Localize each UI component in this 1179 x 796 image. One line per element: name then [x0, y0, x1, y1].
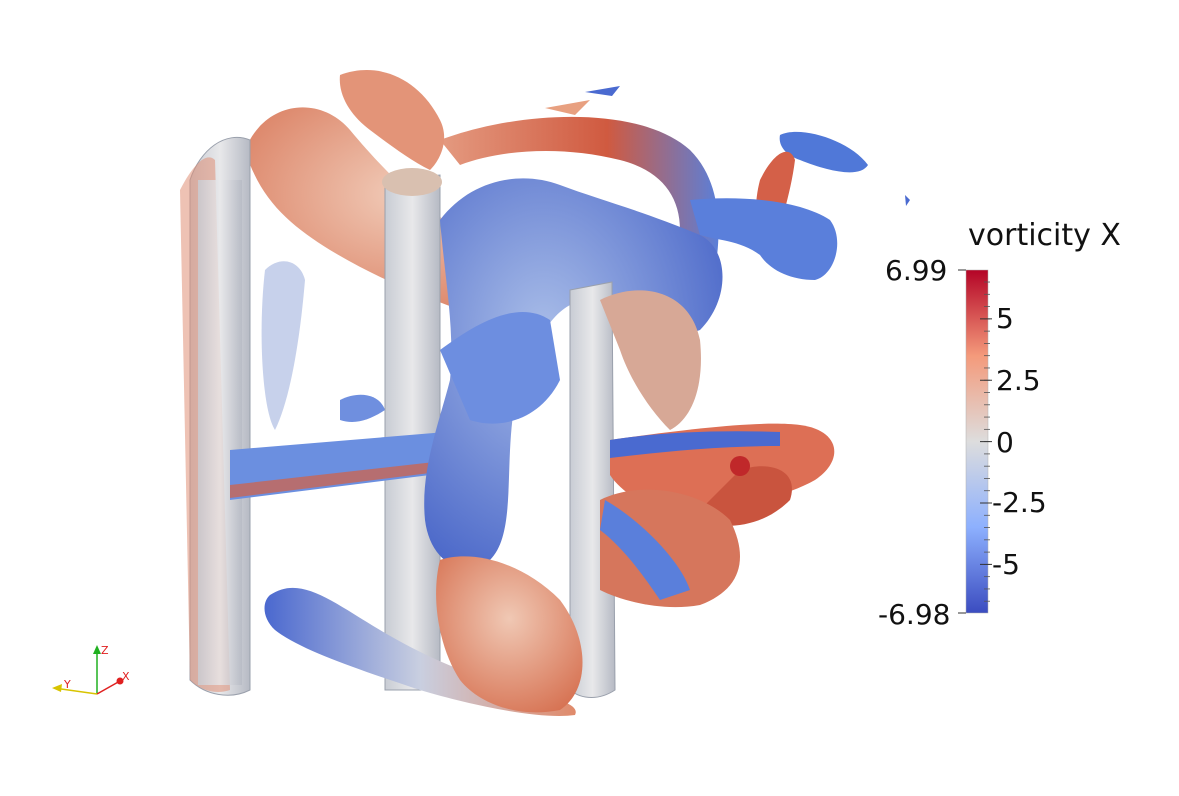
vortex-isosurface-render	[180, 70, 910, 716]
legend-tick-label: 5	[996, 302, 1014, 335]
legend-max-label: 6.99	[885, 254, 948, 287]
legend-tick-label: 2.5	[996, 364, 1041, 397]
legend-title: vorticity X	[968, 218, 1121, 253]
y-axis-label: Y	[63, 678, 71, 691]
x-axis-label: X	[122, 670, 130, 683]
x-axis-line	[96, 680, 121, 695]
colorbar-ticks	[958, 269, 992, 614]
color-legend-bar	[958, 269, 992, 614]
y-axis-arrow-icon	[52, 684, 62, 692]
z-axis-label: Z	[101, 644, 109, 657]
legend-tick-label: -5	[992, 548, 1020, 581]
orientation-axes-triad: Z X Y	[52, 644, 130, 695]
x-axis-arrow-icon	[116, 677, 124, 685]
legend-min-label: -6.98	[878, 598, 951, 631]
legend-tick-label: 0	[996, 426, 1014, 459]
legend-tick-label: -2.5	[992, 486, 1047, 519]
z-axis-arrow-icon	[93, 645, 101, 654]
